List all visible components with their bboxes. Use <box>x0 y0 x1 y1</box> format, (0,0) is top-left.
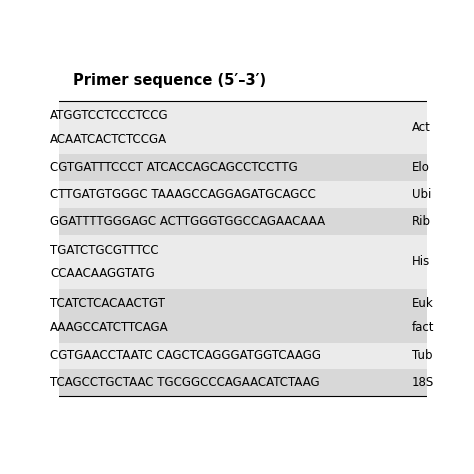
Text: ATGGTCCTCCCTCCG: ATGGTCCTCCCTCCG <box>50 109 169 122</box>
Text: CTTGATGTGGGC TAAAGCCAGGAGATGCAGCC: CTTGATGTGGGC TAAAGCCAGGAGATGCAGCC <box>50 188 316 201</box>
Text: Euk: Euk <box>412 297 434 310</box>
Text: Rib: Rib <box>412 215 431 228</box>
Text: 18S: 18S <box>412 376 434 389</box>
FancyBboxPatch shape <box>59 100 427 155</box>
Text: Primer sequence (5′–3′): Primer sequence (5′–3′) <box>73 73 266 88</box>
Text: GGATTTTGGGAGC ACTTGGGTGGCCAGAACAAA: GGATTTTGGGAGC ACTTGGGTGGCCAGAACAAA <box>50 215 325 228</box>
FancyBboxPatch shape <box>59 155 427 182</box>
Text: Act: Act <box>412 121 431 134</box>
Text: CCAACAAGGTATG: CCAACAAGGTATG <box>50 267 155 280</box>
Text: fact: fact <box>412 321 434 334</box>
Text: TCAGCCTGCTAAC TGCGGCCCAGAACATCTAAG: TCAGCCTGCTAAC TGCGGCCCAGAACATCTAAG <box>50 376 319 389</box>
Text: CGTGAACCTAATC CAGCTCAGGGATGGTCAAGG: CGTGAACCTAATC CAGCTCAGGGATGGTCAAGG <box>50 349 321 363</box>
FancyBboxPatch shape <box>59 235 427 289</box>
Text: TCATCTCACAACTGT: TCATCTCACAACTGT <box>50 297 165 310</box>
FancyBboxPatch shape <box>59 208 427 235</box>
Text: TGATCTGCGTTTCC: TGATCTGCGTTTCC <box>50 244 159 256</box>
FancyBboxPatch shape <box>59 182 427 208</box>
Text: AAAGCCATCTTCAGA: AAAGCCATCTTCAGA <box>50 321 169 334</box>
FancyBboxPatch shape <box>59 289 427 343</box>
FancyBboxPatch shape <box>59 343 427 369</box>
FancyBboxPatch shape <box>59 369 427 396</box>
Text: Elo: Elo <box>412 161 430 174</box>
Text: CGTGATTTCCCT ATCACCAGCAGCCTCCTTG: CGTGATTTCCCT ATCACCAGCAGCCTCCTTG <box>50 161 298 174</box>
Text: Tub: Tub <box>412 349 432 363</box>
Text: ACAATCACTCTCCGA: ACAATCACTCTCCGA <box>50 133 167 146</box>
Text: Ubi: Ubi <box>412 188 431 201</box>
Text: His: His <box>412 255 430 268</box>
